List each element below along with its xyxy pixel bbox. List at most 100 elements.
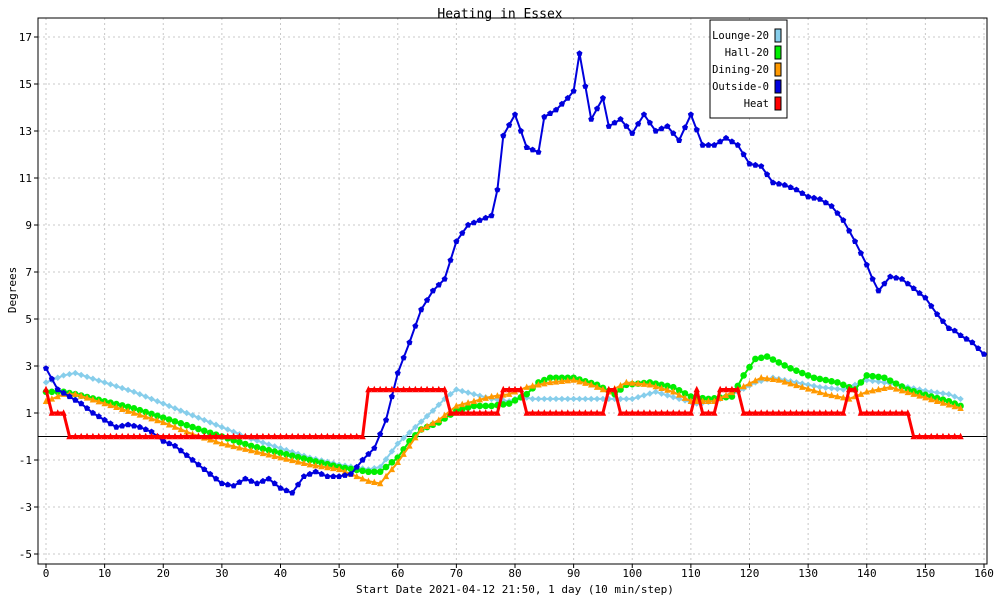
data-point-outside-0 bbox=[582, 83, 589, 89]
data-point-dining-20 bbox=[212, 437, 220, 445]
data-point-dining-20 bbox=[95, 398, 102, 405]
data-point-outside-0 bbox=[934, 311, 941, 317]
data-point-outside-0 bbox=[810, 194, 817, 201]
data-point-heat bbox=[675, 409, 683, 416]
data-point-heat bbox=[113, 432, 120, 440]
data-point-dining-20 bbox=[388, 465, 396, 473]
data-point-lounge-20 bbox=[171, 405, 179, 412]
data-point-dining-20 bbox=[898, 386, 906, 394]
data-point-outside-0 bbox=[822, 199, 829, 206]
data-point-outside-0 bbox=[764, 171, 771, 178]
data-point-hall-20 bbox=[236, 438, 243, 446]
data-point-heat bbox=[218, 432, 226, 440]
data-point-lounge-20 bbox=[646, 390, 654, 397]
y-tick-label: 9 bbox=[25, 219, 32, 232]
data-point-outside-0 bbox=[388, 393, 395, 400]
legend-swatch bbox=[774, 45, 782, 60]
data-point-outside-0 bbox=[746, 160, 753, 167]
data-point-heat bbox=[488, 409, 495, 416]
data-point-heat bbox=[464, 409, 472, 416]
data-point-outside-0 bbox=[78, 400, 85, 407]
data-point-heat bbox=[851, 385, 859, 393]
data-point-hall-20 bbox=[48, 388, 56, 396]
data-point-heat bbox=[863, 409, 870, 416]
data-point-heat bbox=[459, 409, 466, 416]
data-point-dining-20 bbox=[857, 390, 865, 397]
data-point-outside-0 bbox=[623, 123, 630, 129]
data-point-dining-20 bbox=[675, 391, 683, 398]
data-point-hall-20 bbox=[312, 458, 319, 465]
data-point-outside-0 bbox=[570, 87, 577, 94]
data-point-lounge-20 bbox=[552, 395, 560, 403]
data-point-lounge-20 bbox=[529, 395, 536, 403]
data-point-heat bbox=[83, 432, 91, 440]
data-point-heat bbox=[546, 409, 554, 416]
data-point-heat bbox=[119, 432, 126, 440]
data-point-lounge-20 bbox=[951, 393, 958, 400]
data-point-dining-20 bbox=[482, 394, 489, 401]
data-point-heat bbox=[347, 432, 355, 440]
data-point-heat bbox=[376, 385, 384, 393]
data-point-dining-20 bbox=[828, 391, 835, 399]
data-point-outside-0 bbox=[119, 422, 126, 429]
data-point-hall-20 bbox=[898, 383, 906, 390]
data-point-heat bbox=[195, 432, 202, 440]
data-point-hall-20 bbox=[892, 380, 900, 387]
data-point-dining-20 bbox=[564, 376, 571, 384]
data-point-dining-20 bbox=[83, 394, 91, 401]
data-point-dining-20 bbox=[535, 381, 542, 388]
data-point-outside-0 bbox=[230, 482, 237, 489]
data-point-heat bbox=[341, 432, 349, 440]
data-point-dining-20 bbox=[939, 399, 947, 406]
data-point-dining-20 bbox=[810, 386, 818, 394]
data-point-hall-20 bbox=[159, 414, 167, 422]
data-point-heat bbox=[558, 409, 566, 416]
data-point-heat bbox=[271, 432, 278, 440]
data-point-heat bbox=[101, 432, 108, 440]
data-point-lounge-20 bbox=[382, 456, 390, 463]
data-point-outside-0 bbox=[517, 127, 524, 134]
data-point-outside-0 bbox=[347, 470, 354, 477]
data-point-dining-20 bbox=[148, 414, 155, 422]
data-point-lounge-20 bbox=[124, 386, 132, 394]
data-point-heat bbox=[412, 385, 419, 393]
data-point-heat bbox=[160, 432, 167, 440]
data-point-lounge-20 bbox=[535, 395, 542, 403]
data-point-dining-20 bbox=[875, 385, 882, 393]
data-point-outside-0 bbox=[553, 106, 560, 113]
data-point-outside-0 bbox=[218, 480, 225, 487]
data-point-hall-20 bbox=[206, 429, 214, 437]
data-point-dining-20 bbox=[224, 441, 231, 448]
data-point-lounge-20 bbox=[670, 393, 677, 401]
y-tick-label: 1 bbox=[25, 407, 32, 420]
data-point-hall-20 bbox=[816, 375, 824, 383]
data-point-lounge-20 bbox=[130, 388, 138, 396]
data-point-outside-0 bbox=[259, 477, 266, 484]
data-point-outside-0 bbox=[975, 345, 982, 351]
data-point-hall-20 bbox=[488, 402, 495, 410]
data-point-outside-0 bbox=[371, 445, 378, 451]
data-point-heat bbox=[66, 432, 73, 440]
data-point-dining-20 bbox=[933, 397, 941, 404]
data-point-lounge-20 bbox=[206, 419, 214, 426]
data-point-heat bbox=[148, 432, 155, 440]
data-point-hall-20 bbox=[752, 355, 759, 363]
data-point-outside-0 bbox=[125, 421, 132, 428]
legend-label: Heat bbox=[744, 98, 769, 110]
data-point-dining-20 bbox=[582, 379, 589, 386]
data-point-heat bbox=[201, 432, 208, 440]
data-point-lounge-20 bbox=[576, 395, 583, 403]
data-point-outside-0 bbox=[617, 116, 624, 122]
x-tick-label: 80 bbox=[508, 567, 521, 580]
data-point-outside-0 bbox=[846, 227, 853, 234]
data-point-lounge-20 bbox=[89, 375, 97, 382]
data-point-outside-0 bbox=[611, 119, 618, 126]
data-point-heat bbox=[406, 385, 413, 393]
data-point-heat bbox=[89, 432, 97, 440]
data-point-lounge-20 bbox=[136, 391, 143, 398]
data-point-heat bbox=[681, 409, 689, 416]
data-point-heat bbox=[247, 432, 255, 440]
data-point-outside-0 bbox=[429, 287, 436, 294]
x-tick-label: 120 bbox=[740, 567, 760, 580]
data-point-outside-0 bbox=[435, 281, 442, 288]
